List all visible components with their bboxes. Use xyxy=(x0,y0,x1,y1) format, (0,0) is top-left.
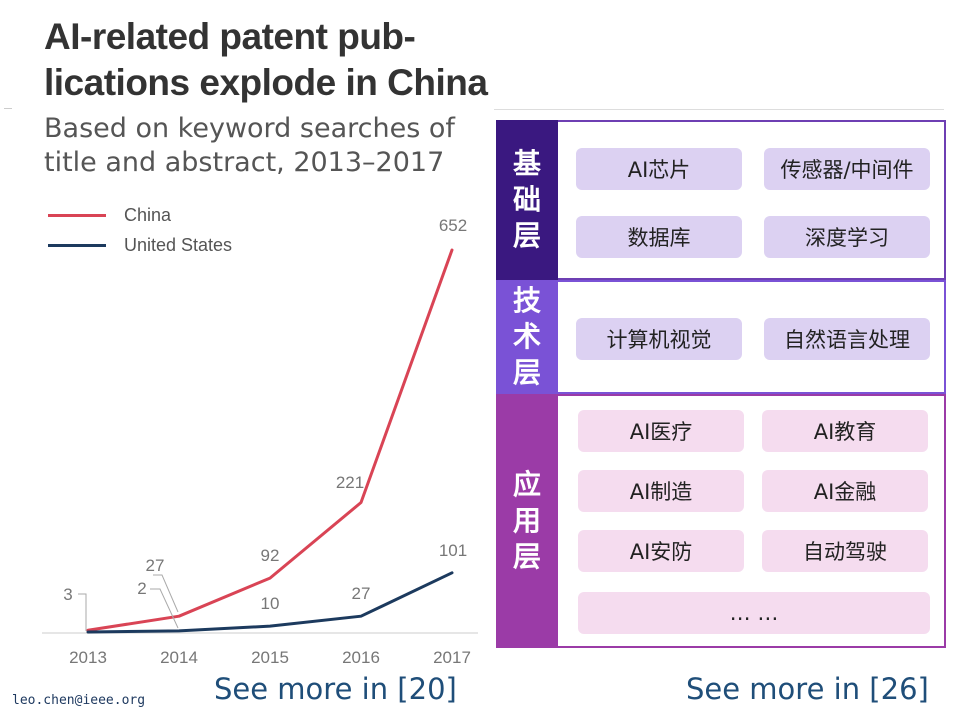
pill-nlp: 自然语言处理 xyxy=(764,318,930,360)
data-label-united-states: 101 xyxy=(439,541,467,560)
data-label-leader xyxy=(153,574,179,613)
reference-link-left[interactable]: See more in [20] xyxy=(214,672,457,706)
pill-database: 数据库 xyxy=(576,216,742,258)
pill-ai-security: AI安防 xyxy=(578,530,744,572)
layer-label-technology-text: 技术层 xyxy=(512,284,541,389)
x-tick-label: 2015 xyxy=(251,648,289,667)
data-label-china: 92 xyxy=(261,546,280,565)
pill-computer-vision: 计算机视觉 xyxy=(576,318,742,360)
pill-autonomous-driving: 自动驾驶 xyxy=(762,530,928,572)
divider xyxy=(4,108,12,109)
x-tick-label: 2017 xyxy=(433,648,471,667)
pill-ai-manufacturing: AI制造 xyxy=(578,470,744,512)
legend-item-china: China xyxy=(48,200,232,230)
pill-ai-finance: AI金融 xyxy=(762,470,928,512)
pill-ai-education: AI教育 xyxy=(762,410,928,452)
data-label-china: 221 xyxy=(336,473,364,492)
pill-deep-learning: 深度学习 xyxy=(764,216,930,258)
x-tick-label: 2013 xyxy=(69,648,107,667)
legend-label-united-states: United States xyxy=(124,234,233,255)
x-tick-label: 2014 xyxy=(160,648,198,667)
data-label-leader xyxy=(150,588,179,629)
chart-subtitle: Based on keyword searches of title and a… xyxy=(44,113,455,178)
data-label-leader xyxy=(78,593,87,631)
pill-ai-healthcare: AI医疗 xyxy=(578,410,744,452)
data-label-united-states: 2 xyxy=(137,579,146,598)
line-chart: 2013 2014 2015 2016 2017 3 27 92 221 652 2 10 27 101 xyxy=(42,216,478,667)
data-label-china: 27 xyxy=(146,556,165,575)
legend-item-united-states: United States xyxy=(48,230,232,260)
legend-swatch-china xyxy=(48,213,106,217)
author-email: leo.chen@ieee.org xyxy=(12,693,146,708)
legend-label-china: China xyxy=(124,204,172,225)
reference-link-right[interactable]: See more in [26] xyxy=(686,672,929,706)
pill-sensor-middleware: 传感器/中间件 xyxy=(764,148,930,190)
data-label-united-states: 10 xyxy=(261,594,280,613)
data-label-united-states: 27 xyxy=(352,584,371,603)
pill-ai-chip: AI芯片 xyxy=(576,148,742,190)
chart-title: AI-related patent pub- lications explode… xyxy=(44,16,488,103)
layer-label-technology: 技术层 xyxy=(496,280,558,394)
data-label-china: 652 xyxy=(439,216,467,235)
layer-body-application: AI医疗 AI教育 AI制造 AI金融 AI安防 自动驾驶 … … xyxy=(558,394,946,648)
chart-legend: China United States xyxy=(48,200,232,260)
layer-body-technology: 计算机视觉 自然语言处理 xyxy=(558,280,946,394)
ai-industry-stack: 基础层 AI芯片 传感器/中间件 数据库 深度学习 技术层 计算机视觉 自然语言… xyxy=(496,120,946,648)
layer-label-application: 应用层 xyxy=(496,394,558,648)
series-line-united-states xyxy=(86,571,454,634)
x-tick-label: 2016 xyxy=(342,648,380,667)
data-label-china: 3 xyxy=(63,585,72,604)
legend-swatch-united-states xyxy=(48,243,106,247)
layer-foundation: 基础层 AI芯片 传感器/中间件 数据库 深度学习 xyxy=(496,120,946,280)
layer-body-foundation: AI芯片 传感器/中间件 数据库 深度学习 xyxy=(558,120,946,280)
layer-label-foundation: 基础层 xyxy=(496,120,558,280)
layer-technology: 技术层 计算机视觉 自然语言处理 xyxy=(496,280,946,394)
pill-more: … … xyxy=(578,592,930,634)
divider xyxy=(494,109,944,110)
series-line-china xyxy=(86,248,454,632)
layer-application: 应用层 AI医疗 AI教育 AI制造 AI金融 AI安防 自动驾驶 … … xyxy=(496,394,946,648)
layer-label-application-text: 应用层 xyxy=(512,468,541,573)
layer-label-foundation-text: 基础层 xyxy=(512,147,541,252)
